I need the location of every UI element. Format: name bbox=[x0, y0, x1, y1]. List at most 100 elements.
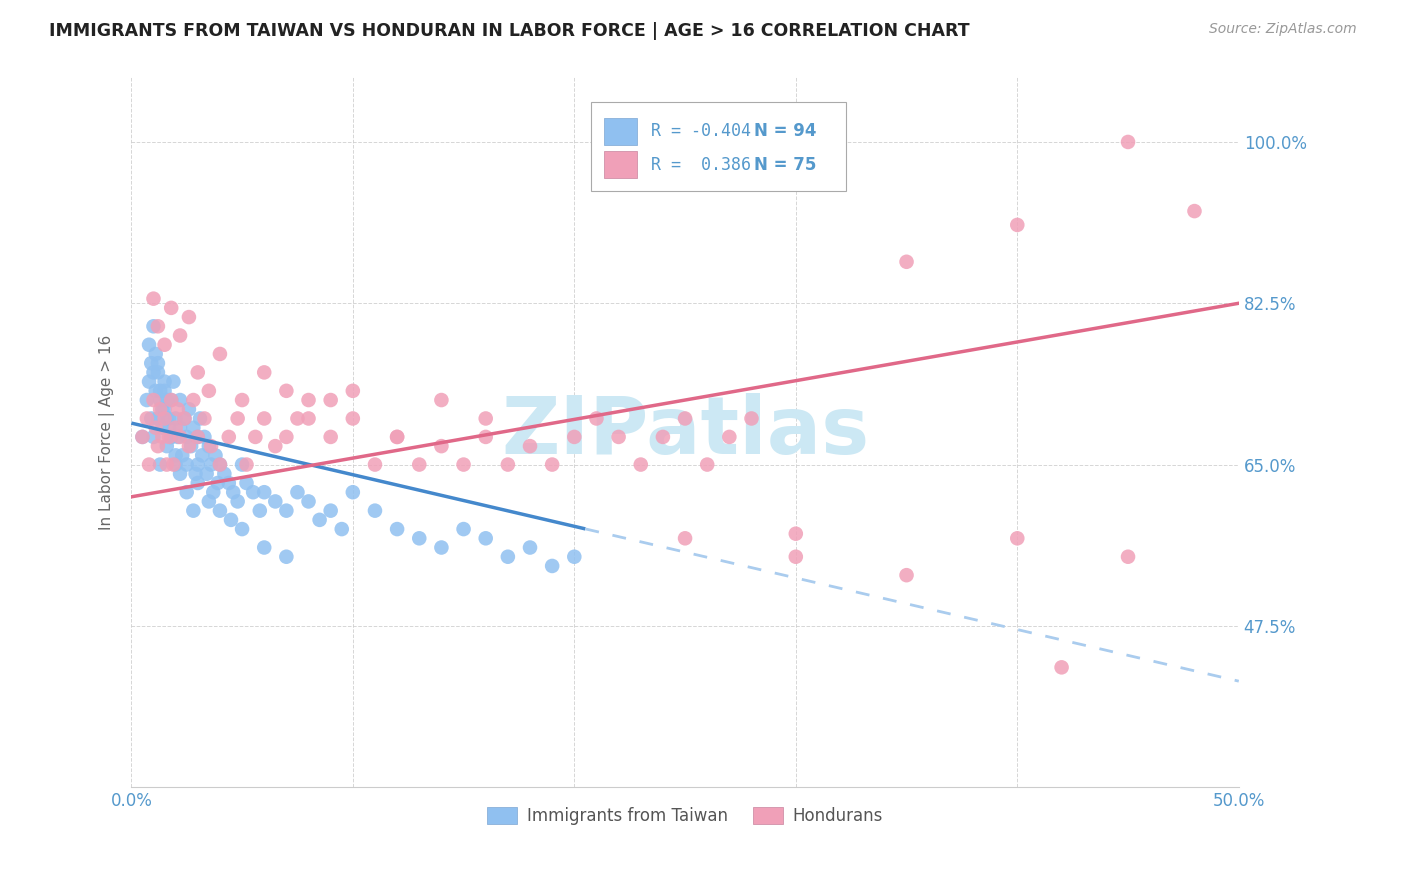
Point bbox=[519, 439, 541, 453]
Point bbox=[430, 392, 453, 407]
Point bbox=[180, 439, 202, 453]
Point bbox=[169, 392, 191, 407]
Point bbox=[385, 430, 408, 444]
Point bbox=[142, 392, 165, 407]
Point bbox=[297, 494, 319, 508]
Point bbox=[177, 439, 200, 453]
Point bbox=[242, 485, 264, 500]
Point bbox=[562, 430, 585, 444]
Point bbox=[740, 411, 762, 425]
Point bbox=[138, 375, 160, 389]
Point bbox=[200, 439, 222, 453]
Text: Source: ZipAtlas.com: Source: ZipAtlas.com bbox=[1209, 22, 1357, 37]
Point bbox=[231, 392, 253, 407]
Point bbox=[149, 402, 172, 417]
Point bbox=[342, 411, 364, 425]
Point bbox=[169, 430, 191, 444]
Point bbox=[408, 531, 430, 545]
Point bbox=[191, 448, 214, 462]
Point bbox=[253, 411, 276, 425]
Point bbox=[160, 430, 183, 444]
Point bbox=[896, 254, 918, 268]
Point bbox=[231, 522, 253, 536]
Point bbox=[474, 411, 496, 425]
Point bbox=[135, 411, 157, 425]
Point bbox=[474, 531, 496, 545]
Point bbox=[1116, 135, 1139, 149]
Point bbox=[896, 568, 918, 582]
Text: IMMIGRANTS FROM TAIWAN VS HONDURAN IN LABOR FORCE | AGE > 16 CORRELATION CHART: IMMIGRANTS FROM TAIWAN VS HONDURAN IN LA… bbox=[49, 22, 970, 40]
Point bbox=[153, 337, 176, 351]
Point bbox=[150, 420, 173, 434]
Point bbox=[193, 411, 215, 425]
Point bbox=[131, 430, 153, 444]
Point bbox=[496, 549, 519, 564]
Point bbox=[264, 494, 287, 508]
Point bbox=[218, 475, 240, 490]
FancyBboxPatch shape bbox=[591, 103, 845, 191]
Point bbox=[153, 375, 176, 389]
Point bbox=[183, 503, 205, 517]
Point bbox=[235, 458, 257, 472]
Point bbox=[364, 458, 387, 472]
Point bbox=[141, 411, 163, 425]
Point bbox=[319, 430, 342, 444]
Point bbox=[145, 420, 167, 434]
Point bbox=[198, 494, 221, 508]
Point bbox=[142, 292, 165, 306]
Point bbox=[157, 430, 180, 444]
Point bbox=[141, 356, 163, 370]
Point bbox=[176, 458, 198, 472]
Point bbox=[541, 558, 564, 573]
Point bbox=[785, 526, 807, 541]
Point bbox=[135, 392, 157, 407]
Point bbox=[208, 458, 231, 472]
Point bbox=[187, 458, 209, 472]
Point bbox=[156, 458, 179, 472]
FancyBboxPatch shape bbox=[605, 152, 637, 178]
Point bbox=[195, 467, 218, 481]
Point bbox=[264, 439, 287, 453]
Point bbox=[1007, 531, 1029, 545]
Point bbox=[156, 392, 179, 407]
Point bbox=[630, 458, 652, 472]
Point bbox=[156, 439, 179, 453]
Point bbox=[145, 347, 167, 361]
Point bbox=[187, 430, 209, 444]
Point bbox=[253, 541, 276, 555]
Point bbox=[138, 337, 160, 351]
Point bbox=[253, 365, 276, 379]
Point bbox=[184, 467, 207, 481]
Point bbox=[785, 549, 807, 564]
Point bbox=[297, 392, 319, 407]
Point bbox=[169, 467, 191, 481]
Point bbox=[226, 411, 249, 425]
Point bbox=[162, 458, 184, 472]
Point bbox=[177, 310, 200, 324]
Point bbox=[142, 365, 165, 379]
Point bbox=[319, 503, 342, 517]
Point bbox=[157, 411, 180, 425]
Point bbox=[131, 430, 153, 444]
Point bbox=[1050, 660, 1073, 674]
Point bbox=[149, 392, 172, 407]
Point bbox=[142, 319, 165, 334]
Point bbox=[202, 485, 225, 500]
Point bbox=[153, 402, 176, 417]
Point bbox=[541, 458, 564, 472]
Point bbox=[146, 356, 169, 370]
Point bbox=[160, 430, 183, 444]
Point bbox=[297, 411, 319, 425]
Point bbox=[177, 402, 200, 417]
Point bbox=[160, 301, 183, 315]
Point bbox=[173, 411, 195, 425]
Text: R = -0.404: R = -0.404 bbox=[651, 122, 751, 140]
Point bbox=[153, 384, 176, 398]
Point bbox=[1184, 204, 1206, 219]
Text: R =  0.386: R = 0.386 bbox=[651, 156, 751, 174]
Point bbox=[165, 448, 187, 462]
Point bbox=[166, 402, 188, 417]
Point bbox=[1007, 218, 1029, 232]
Point bbox=[308, 513, 330, 527]
Point bbox=[166, 430, 188, 444]
